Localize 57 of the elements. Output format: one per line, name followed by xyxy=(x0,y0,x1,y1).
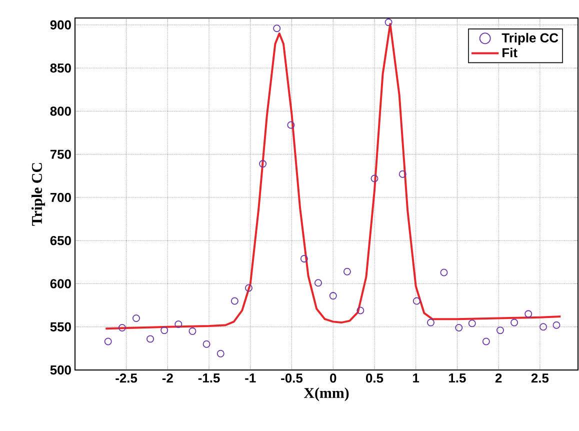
x-tick-label: -1.5 xyxy=(198,374,220,383)
point xyxy=(244,284,252,292)
point xyxy=(188,327,196,335)
y-axis-title: Triple CC xyxy=(31,163,46,226)
y-tick-label: 750 xyxy=(50,150,71,159)
x-tick-label: 2.5 xyxy=(531,374,549,383)
point xyxy=(230,297,238,305)
x-tick-label: -2 xyxy=(162,374,173,383)
y-tick-label: 500 xyxy=(50,365,71,375)
point xyxy=(482,338,490,346)
point xyxy=(104,338,112,346)
point xyxy=(174,320,182,328)
point xyxy=(132,314,140,322)
x-tick-label: 0.5 xyxy=(366,374,384,383)
point xyxy=(370,174,378,182)
y-tick-label: 550 xyxy=(50,322,71,332)
x-tick-label: -0.5 xyxy=(281,374,303,383)
point xyxy=(300,254,308,262)
x-tick-label: 1.5 xyxy=(449,374,466,383)
point xyxy=(440,268,448,276)
y-tick-label: 900 xyxy=(50,20,71,30)
point xyxy=(343,268,351,276)
point xyxy=(455,324,463,332)
point xyxy=(287,121,295,129)
point xyxy=(146,335,154,343)
x-tick-label: 0 xyxy=(330,374,336,383)
y-tick-label: 850 xyxy=(50,63,71,73)
point xyxy=(202,340,210,348)
x-tick-label: -2.5 xyxy=(116,374,138,383)
point xyxy=(540,323,548,331)
point xyxy=(314,279,322,287)
legend-label: Triple CC xyxy=(502,32,558,46)
point xyxy=(468,320,476,328)
point xyxy=(384,18,392,26)
point xyxy=(496,326,504,334)
point xyxy=(118,324,126,332)
point xyxy=(552,321,560,329)
point xyxy=(524,310,532,318)
point xyxy=(356,306,364,314)
point xyxy=(329,292,337,300)
point xyxy=(160,326,168,334)
y-tick-label: 650 xyxy=(50,236,71,246)
x-axis-title: X(mm) xyxy=(304,388,349,402)
x-tick-label: -1 xyxy=(245,374,256,382)
point xyxy=(510,318,518,326)
x-tick-label: 1 xyxy=(413,374,420,382)
point xyxy=(426,318,434,326)
point xyxy=(216,350,224,358)
point xyxy=(273,24,281,32)
point xyxy=(259,160,267,168)
y-tick-label: 700 xyxy=(50,192,71,202)
y-tick-label: 800 xyxy=(50,106,71,116)
x-tick-label: 2 xyxy=(495,374,502,383)
point xyxy=(398,170,406,178)
legend-label: Fit xyxy=(502,48,518,58)
y-tick-label: 600 xyxy=(50,279,71,288)
point xyxy=(412,297,420,305)
